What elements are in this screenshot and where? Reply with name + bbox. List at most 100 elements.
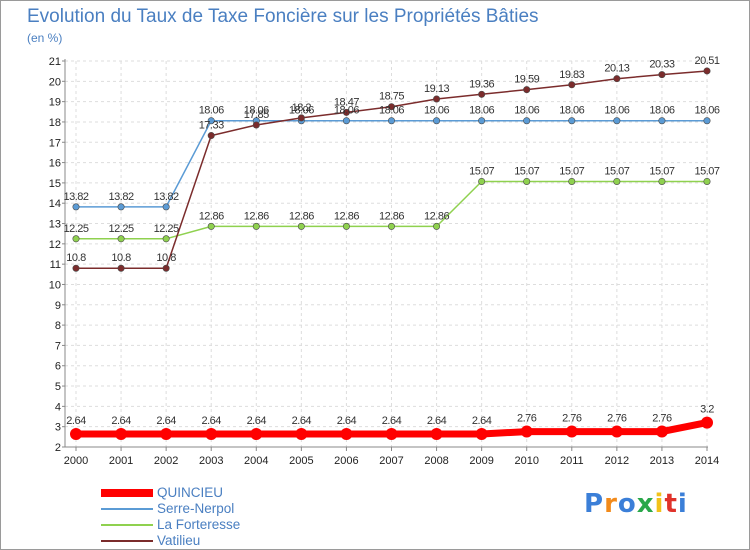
data-point-quincieu xyxy=(475,427,488,440)
data-point-serre-nerpol xyxy=(117,203,125,211)
data-label-la-forteresse: 15.07 xyxy=(559,165,584,177)
data-label-serre-nerpol: 18.06 xyxy=(694,105,719,117)
y-tick-label: 17 xyxy=(49,137,61,149)
logo-letter: P xyxy=(584,489,605,519)
data-point-vatilieu xyxy=(658,71,666,79)
data-point-serre-nerpol xyxy=(72,203,80,211)
data-label-quincieu: 2.64 xyxy=(427,415,447,427)
y-tick-label: 12 xyxy=(49,239,61,251)
data-point-la-forteresse xyxy=(568,177,576,185)
data-point-la-forteresse xyxy=(252,222,260,230)
x-tick-label: 2014 xyxy=(695,455,719,467)
data-label-quincieu: 2.64 xyxy=(337,415,357,427)
data-label-vatilieu: 10.8 xyxy=(66,252,86,264)
data-point-vatilieu xyxy=(252,121,260,129)
y-tick-label: 6 xyxy=(55,361,61,373)
x-tick-label: 2001 xyxy=(109,455,133,467)
data-label-serre-nerpol: 18.06 xyxy=(649,105,674,117)
data-label-quincieu: 2.76 xyxy=(517,413,537,425)
data-label-la-forteresse: 15.07 xyxy=(649,165,674,177)
data-label-serre-nerpol: 18.06 xyxy=(334,105,359,117)
data-label-la-forteresse: 15.07 xyxy=(694,165,719,177)
data-point-quincieu xyxy=(520,425,533,438)
y-tick-label: 3 xyxy=(55,422,61,434)
data-point-serre-nerpol xyxy=(613,117,621,125)
legend-label-vatilieu: Vatilieu xyxy=(157,533,201,548)
data-point-vatilieu xyxy=(207,132,215,140)
data-point-quincieu xyxy=(565,425,578,438)
data-point-quincieu xyxy=(250,427,263,440)
logo-letter: t xyxy=(664,489,678,519)
data-label-la-forteresse: 12.25 xyxy=(109,223,134,235)
legend-label-serre-nerpol: Serre-Nerpol xyxy=(157,501,235,516)
data-point-quincieu xyxy=(295,427,308,440)
data-label-vatilieu: 19.13 xyxy=(424,83,449,95)
data-label-serre-nerpol: 13.82 xyxy=(63,191,88,203)
data-label-vatilieu: 19.36 xyxy=(469,78,494,90)
data-label-quincieu: 2.64 xyxy=(66,415,86,427)
data-label-la-forteresse: 12.25 xyxy=(63,223,88,235)
data-point-quincieu xyxy=(430,427,443,440)
y-tick-label: 4 xyxy=(55,401,61,413)
data-point-vatilieu xyxy=(72,264,80,272)
y-tick-label: 15 xyxy=(49,178,61,190)
data-point-la-forteresse xyxy=(117,235,125,243)
data-point-serre-nerpol xyxy=(387,117,395,125)
data-label-serre-nerpol: 13.82 xyxy=(109,191,134,203)
x-tick-label: 2000 xyxy=(64,455,88,467)
y-tick-label: 21 xyxy=(49,56,61,68)
x-tick-label: 2004 xyxy=(244,455,268,467)
data-label-quincieu: 2.76 xyxy=(562,413,582,425)
data-label-serre-nerpol: 18.06 xyxy=(289,105,314,117)
data-point-vatilieu xyxy=(613,75,621,83)
data-label-serre-nerpol: 18.06 xyxy=(604,105,629,117)
data-point-serre-nerpol xyxy=(342,117,350,125)
data-label-serre-nerpol: 18.06 xyxy=(469,105,494,117)
data-point-serre-nerpol xyxy=(433,117,441,125)
y-tick-label: 20 xyxy=(49,76,61,88)
legend-label-quincieu: QUINCIEU xyxy=(157,485,224,500)
data-label-vatilieu: 19.83 xyxy=(559,69,584,81)
data-point-quincieu xyxy=(70,427,82,440)
data-point-serre-nerpol xyxy=(207,117,215,125)
data-point-serre-nerpol xyxy=(703,117,711,125)
y-tick-label: 9 xyxy=(55,300,61,312)
data-point-vatilieu xyxy=(478,90,486,98)
data-label-la-forteresse: 12.86 xyxy=(424,210,449,222)
data-label-vatilieu: 10.8 xyxy=(156,252,176,264)
x-tick-label: 2007 xyxy=(379,455,403,467)
chart-title: Evolution du Taux de Taxe Foncière sur l… xyxy=(27,6,539,27)
data-point-la-forteresse xyxy=(387,222,395,230)
data-label-serre-nerpol: 18.06 xyxy=(379,105,404,117)
data-point-la-forteresse xyxy=(342,222,350,230)
data-point-vatilieu xyxy=(297,114,305,122)
data-label-serre-nerpol: 18.06 xyxy=(424,105,449,117)
data-label-vatilieu: 18.75 xyxy=(379,91,404,103)
data-label-la-forteresse: 12.86 xyxy=(379,210,404,222)
data-point-la-forteresse xyxy=(613,177,621,185)
logo-letter: i xyxy=(654,489,665,519)
data-label-quincieu: 2.76 xyxy=(652,413,672,425)
data-point-la-forteresse xyxy=(523,177,531,185)
data-label-la-forteresse: 15.07 xyxy=(604,165,629,177)
data-label-vatilieu: 20.51 xyxy=(694,55,719,67)
data-point-quincieu xyxy=(385,427,398,440)
data-point-quincieu xyxy=(655,425,668,438)
data-label-quincieu: 2.76 xyxy=(607,413,627,425)
data-label-la-forteresse: 12.86 xyxy=(244,210,269,222)
logo-letter: o xyxy=(617,489,637,519)
data-label-vatilieu: 20.33 xyxy=(649,59,674,71)
data-point-vatilieu xyxy=(342,108,350,116)
y-tick-label: 11 xyxy=(50,259,61,271)
data-point-quincieu xyxy=(160,427,173,440)
x-tick-label: 2011 xyxy=(560,455,584,467)
y-tick-label: 14 xyxy=(49,198,61,210)
data-label-la-forteresse: 15.07 xyxy=(514,165,539,177)
data-point-vatilieu xyxy=(703,67,711,75)
x-tick-label: 2010 xyxy=(514,455,538,467)
data-point-la-forteresse xyxy=(297,222,305,230)
data-label-quincieu: 3.2 xyxy=(700,404,714,416)
data-label-la-forteresse: 12.86 xyxy=(289,210,314,222)
x-tick-label: 2002 xyxy=(154,455,178,467)
